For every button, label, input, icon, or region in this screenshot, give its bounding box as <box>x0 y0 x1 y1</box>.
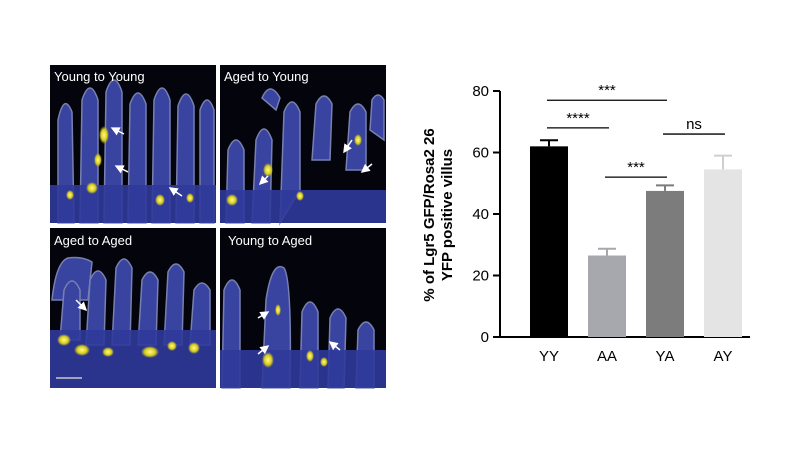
panel-label: Aged to Aged <box>54 233 132 248</box>
panel-label: Young to Young <box>54 69 145 84</box>
y-tick-label: 60 <box>472 145 489 162</box>
significance-label: **** <box>566 110 590 127</box>
y-axis-label: % of Lgr5 GFP/Rosa2 26 YFP positive vill… <box>421 128 456 301</box>
y-tick-label: 0 <box>481 329 489 346</box>
y-tick-label: 20 <box>472 268 489 285</box>
bar-yy <box>530 146 568 337</box>
significance-label: *** <box>627 159 645 176</box>
panel-aged-to-young: Aged to Young <box>220 65 386 226</box>
bar-ya <box>646 190 684 337</box>
y-axis-label-line-2: YFP positive villus <box>439 149 456 281</box>
y-tick-label: 40 <box>472 206 489 223</box>
significance-label: *** <box>598 82 616 99</box>
panel-young-to-young: Young to Young <box>50 65 216 224</box>
panel-young-to-aged: Young to Aged <box>220 228 386 389</box>
significance-label: ns <box>686 116 702 133</box>
x-tick-label: YY <box>539 348 559 365</box>
x-tick-label: AA <box>597 348 617 365</box>
panel-aged-to-aged: Aged to Aged <box>50 228 216 388</box>
bar-aa <box>588 255 626 337</box>
x-tick-label: YA <box>656 348 675 365</box>
panel-label: Aged to Young <box>224 69 309 84</box>
bar-ay <box>704 169 742 337</box>
x-tick-label: AY <box>714 348 733 365</box>
panel-label: Young to Aged <box>228 233 312 248</box>
y-tick-label: 80 <box>472 83 489 100</box>
y-axis-label-line-1: % of Lgr5 GFP/Rosa2 26 <box>421 128 438 301</box>
